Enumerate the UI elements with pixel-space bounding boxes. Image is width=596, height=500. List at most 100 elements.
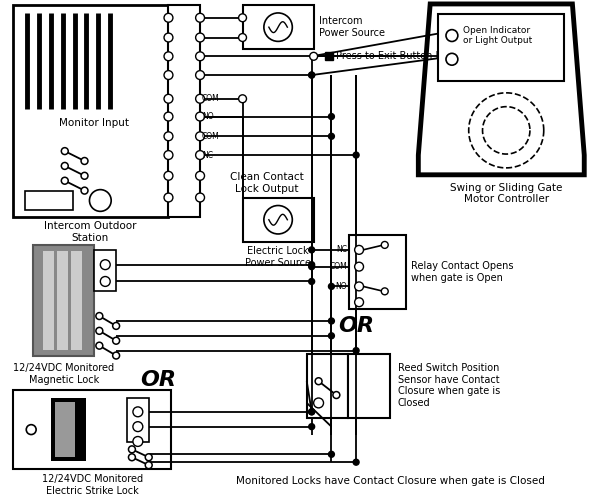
Text: Open Indicator
or Light Output: Open Indicator or Light Output (462, 26, 532, 46)
Circle shape (309, 247, 315, 253)
Circle shape (113, 338, 120, 344)
Circle shape (310, 52, 318, 60)
Circle shape (446, 30, 458, 42)
Circle shape (353, 459, 359, 465)
Circle shape (355, 298, 364, 306)
Text: 12/24VDC Monitored
Magnetic Lock: 12/24VDC Monitored Magnetic Lock (13, 364, 114, 385)
Bar (127, 398, 149, 442)
Bar (51, 398, 85, 461)
Circle shape (133, 407, 143, 417)
Circle shape (328, 452, 334, 458)
Circle shape (164, 52, 173, 60)
Bar (169, 5, 200, 218)
Text: NC: NC (202, 150, 213, 160)
Circle shape (164, 150, 173, 160)
Circle shape (238, 34, 247, 42)
Circle shape (309, 262, 315, 268)
Bar (25, 190, 73, 210)
Circle shape (113, 352, 120, 359)
Bar (57, 251, 68, 350)
Circle shape (446, 54, 458, 65)
Circle shape (328, 114, 334, 119)
Bar (94, 250, 116, 292)
Bar (14, 390, 172, 469)
Text: Relay Contact Opens
when gate is Open: Relay Contact Opens when gate is Open (411, 262, 514, 283)
Bar (348, 354, 390, 418)
Circle shape (96, 342, 103, 349)
Circle shape (333, 392, 340, 398)
Circle shape (355, 282, 364, 291)
Text: Monitored Locks have Contact Closure when gate is Closed: Monitored Locks have Contact Closure whe… (236, 476, 545, 486)
Text: Press to Exit Button Input: Press to Exit Button Input (336, 52, 461, 62)
Circle shape (381, 288, 388, 295)
Circle shape (129, 446, 135, 453)
Circle shape (313, 398, 324, 408)
Circle shape (96, 312, 103, 320)
Circle shape (61, 178, 68, 184)
Text: Intercom Outdoor
Station: Intercom Outdoor Station (44, 221, 136, 243)
Circle shape (164, 33, 173, 42)
Bar (438, 14, 564, 81)
Bar (14, 5, 169, 218)
Bar (55, 402, 74, 458)
Circle shape (315, 378, 322, 384)
Circle shape (145, 462, 152, 468)
Circle shape (195, 150, 204, 160)
Bar (71, 251, 82, 350)
Text: Electric Lock
Power Source: Electric Lock Power Source (245, 246, 311, 268)
Circle shape (81, 158, 88, 164)
Circle shape (195, 14, 204, 22)
Circle shape (195, 112, 204, 121)
Circle shape (96, 328, 103, 334)
Circle shape (164, 70, 173, 80)
Bar (243, 198, 313, 242)
Circle shape (129, 454, 135, 460)
Circle shape (164, 14, 173, 22)
Circle shape (164, 172, 173, 180)
Polygon shape (418, 4, 584, 175)
Circle shape (195, 172, 204, 180)
Circle shape (195, 132, 204, 140)
Text: NC: NC (336, 246, 347, 254)
Circle shape (195, 33, 204, 42)
Circle shape (309, 72, 315, 78)
Bar (349, 235, 406, 309)
Circle shape (81, 172, 88, 179)
Circle shape (353, 152, 359, 158)
Bar (307, 354, 348, 418)
Circle shape (100, 276, 110, 286)
Circle shape (61, 162, 68, 170)
Bar (325, 52, 333, 60)
Bar (243, 5, 313, 50)
Circle shape (328, 284, 334, 290)
Text: Swing or Sliding Gate
Motor Controller: Swing or Sliding Gate Motor Controller (450, 182, 563, 204)
Circle shape (309, 72, 315, 78)
Circle shape (353, 348, 359, 354)
Circle shape (145, 454, 152, 460)
Circle shape (164, 94, 173, 103)
Circle shape (113, 322, 120, 330)
Circle shape (61, 148, 68, 154)
Circle shape (195, 94, 204, 103)
Circle shape (238, 95, 247, 102)
Circle shape (195, 52, 204, 60)
Text: 12/24VDC Monitored
Electric Strike Lock: 12/24VDC Monitored Electric Strike Lock (42, 474, 143, 496)
Circle shape (355, 246, 364, 254)
Circle shape (328, 318, 334, 324)
Text: Reed Switch Position
Sensor have Contact
Closure when gate is
Closed: Reed Switch Position Sensor have Contact… (398, 364, 500, 408)
Circle shape (355, 262, 364, 271)
Circle shape (309, 264, 315, 270)
Text: OR: OR (141, 370, 176, 390)
Bar (43, 251, 54, 350)
Text: OR: OR (338, 316, 374, 336)
Circle shape (328, 134, 334, 140)
Circle shape (309, 409, 315, 415)
Circle shape (264, 206, 292, 234)
Text: COM: COM (330, 262, 347, 271)
Circle shape (26, 424, 36, 434)
Circle shape (381, 242, 388, 248)
Circle shape (264, 13, 292, 42)
Circle shape (164, 112, 173, 121)
Circle shape (133, 436, 143, 446)
Circle shape (195, 193, 204, 202)
